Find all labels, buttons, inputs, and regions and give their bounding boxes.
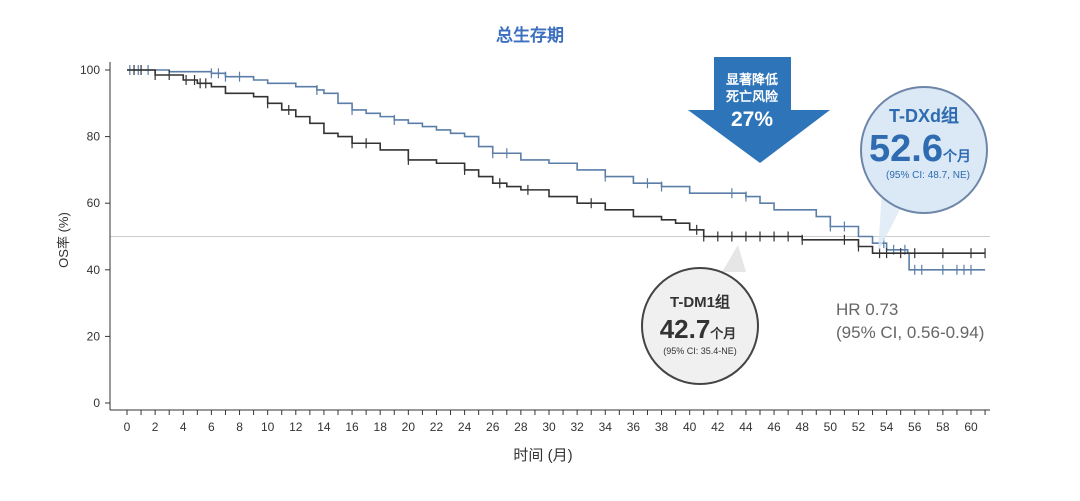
y-tick-label: 0 [93, 396, 100, 410]
x-tick-label: 28 [514, 420, 528, 434]
x-tick-label: 8 [236, 420, 243, 434]
tdxd-group-label: T-DXd组 [889, 105, 959, 126]
x-tick-label: 56 [908, 420, 922, 434]
tdxd-unit: 个月 [942, 148, 971, 164]
x-tick-label: 36 [627, 420, 641, 434]
x-tick-label: 10 [261, 420, 275, 434]
arrow-line2: 死亡风险 [726, 89, 779, 104]
tdm1-unit: 个月 [709, 326, 736, 341]
tdm1-median-callout: T-DM1组 42.7个月 (95% CI: 35.4-NE) [641, 245, 759, 385]
y-tick-label: 40 [87, 263, 101, 277]
arrow-value: 27% [731, 108, 773, 131]
x-tick-label: 18 [374, 420, 388, 434]
x-tick-label: 22 [430, 420, 444, 434]
hr-line2: (95% CI, 0.56-0.94) [836, 323, 984, 342]
x-tick-label: 34 [599, 420, 613, 434]
y-axis-label: OS率 (%) [56, 212, 71, 268]
risk-reduction-arrow: 显著降低 死亡风险 27% [688, 57, 830, 163]
x-tick-label: 2 [152, 420, 159, 434]
y-tick-label: 20 [87, 329, 101, 343]
tdm1-median: 42.7 [660, 314, 711, 344]
survival-curve-tdxd [127, 69, 986, 271]
x-tick-label: 26 [486, 420, 500, 434]
survival-curves [127, 65, 986, 275]
x-tick-label: 50 [824, 420, 838, 434]
x-tick-label: 52 [852, 420, 866, 434]
x-tick-label: 16 [345, 420, 359, 434]
x-tick-label: 24 [458, 420, 472, 434]
x-axis-label: 时间 (月) [513, 447, 572, 464]
survival-curve-tdm1 [127, 69, 986, 254]
x-tick-label: 60 [964, 420, 978, 434]
tdxd-median-callout: T-DXd组 52.6个月 (95% CI: 48.7, NE) [860, 86, 988, 252]
hr-line1: HR 0.73 [836, 300, 898, 319]
x-tick-label: 38 [655, 420, 669, 434]
y-tick-label: 60 [87, 196, 101, 210]
tdxd-ci: (95% CI: 48.7, NE) [886, 170, 970, 181]
tdxd-median: 52.6 [869, 128, 943, 170]
x-tick-label: 44 [739, 420, 753, 434]
tdm1-group-label: T-DM1组 [670, 293, 730, 311]
x-tick-label: 32 [570, 420, 584, 434]
y-tick-label: 80 [87, 130, 101, 144]
x-tick-label: 6 [208, 420, 215, 434]
x-tick-label: 20 [402, 420, 416, 434]
x-tick-label: 48 [796, 420, 810, 434]
x-tick-label: 30 [542, 420, 556, 434]
arrow-line1: 显著降低 [726, 72, 778, 87]
y-tick-label: 100 [80, 63, 100, 77]
x-tick-label: 40 [683, 420, 697, 434]
chart-title: 总生存期 [496, 25, 564, 45]
tdm1-ci: (95% CI: 35.4-NE) [663, 346, 737, 356]
x-tick-label: 54 [880, 420, 894, 434]
x-tick-label: 42 [711, 420, 725, 434]
x-tick-label: 4 [180, 420, 187, 434]
x-tick-label: 12 [289, 420, 303, 434]
x-tick-label: 46 [767, 420, 781, 434]
svg-text:42.7个月: 42.7个月 [660, 314, 737, 344]
x-tick-label: 14 [317, 420, 331, 434]
x-tick-label: 58 [936, 420, 950, 434]
svg-text:52.6个月: 52.6个月 [869, 128, 971, 170]
x-tick-label: 0 [124, 420, 131, 434]
